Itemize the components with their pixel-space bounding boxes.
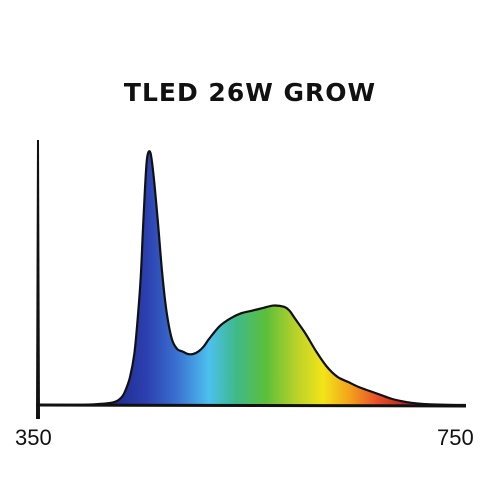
y-axis [36, 140, 40, 419]
x-axis [35, 403, 467, 408]
x-tick-label-max: 750 [437, 425, 474, 450]
spectrum-area [38, 151, 466, 405]
spectrum-line [38, 150, 467, 407]
x-tick-label-min: 350 [15, 425, 52, 450]
plot-layer [35, 140, 467, 419]
chart-title: TLED 26W GROW [123, 78, 377, 107]
